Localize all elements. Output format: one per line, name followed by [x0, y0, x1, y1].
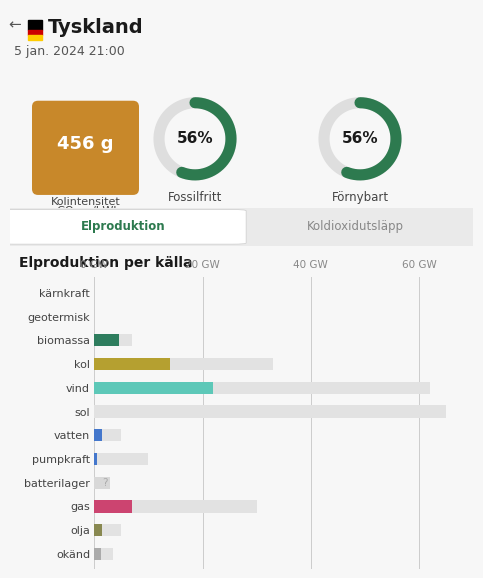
Text: Elproduktion: Elproduktion	[81, 220, 166, 234]
Text: 56%: 56%	[177, 131, 213, 146]
Bar	[94, 453, 148, 465]
Bar	[94, 381, 213, 394]
Text: Elproduktion per källa: Elproduktion per källa	[19, 256, 192, 270]
Text: Kolintensitet: Kolintensitet	[51, 197, 120, 207]
Bar	[94, 453, 98, 465]
FancyBboxPatch shape	[32, 101, 139, 195]
Bar	[94, 476, 111, 489]
Bar	[94, 548, 100, 560]
Bar	[94, 381, 430, 394]
Bar	[94, 501, 132, 513]
Bar	[94, 524, 102, 536]
Text: 5 jan. 2024 21:00: 5 jan. 2024 21:00	[14, 45, 125, 58]
Bar	[94, 405, 446, 418]
Bar	[94, 501, 256, 513]
FancyBboxPatch shape	[0, 207, 483, 247]
Bar	[28, 35, 42, 40]
Text: 456 g: 456 g	[57, 135, 114, 153]
Bar	[94, 358, 170, 370]
Text: Tyskland: Tyskland	[48, 18, 143, 37]
Bar	[94, 429, 102, 442]
Bar	[94, 524, 121, 536]
Text: Fossilfritt: Fossilfritt	[168, 191, 222, 204]
Bar	[94, 358, 273, 370]
FancyBboxPatch shape	[0, 210, 246, 244]
Bar	[28, 30, 42, 35]
Bar	[94, 334, 118, 346]
Bar	[28, 20, 42, 30]
Text: gCO₂eq/kWh: gCO₂eq/kWh	[50, 206, 121, 216]
Text: 56%: 56%	[341, 131, 378, 146]
Bar	[94, 429, 121, 442]
Text: ←: ←	[8, 18, 21, 33]
Text: ?: ?	[102, 477, 108, 488]
Bar	[94, 548, 113, 560]
Text: Koldioxidutsläpp: Koldioxidutsläpp	[307, 220, 404, 234]
Bar	[94, 476, 111, 489]
Text: Förnybart: Förnybart	[331, 191, 388, 204]
Bar	[94, 334, 132, 346]
